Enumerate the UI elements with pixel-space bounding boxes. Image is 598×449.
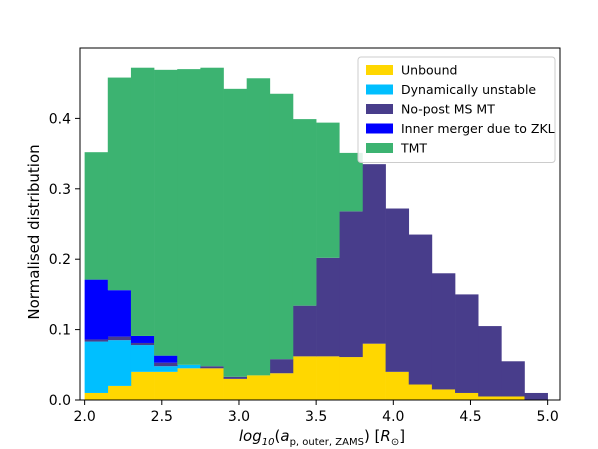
bar-tmt-bin-5: [200, 67, 224, 367]
bar-no-post-ms-mt-bin-3: [154, 362, 178, 367]
bar-unbound-bin-3: [154, 371, 178, 400]
y-tick-label: 0.0: [49, 393, 71, 409]
bar-unbound-bin-15: [431, 389, 456, 400]
y-tick-label: 0.1: [49, 323, 71, 339]
bar-no-post-ms-mt-bin-9: [292, 305, 317, 357]
bar-no-post-ms-mt-bin-11: [339, 211, 363, 358]
y-tick-label: 0.3: [49, 182, 71, 198]
bar-no-post-ms-mt-bin-17: [478, 326, 502, 397]
x-axis-ticks: 2.0 2.5 3.0 3.5 4.0 4.5 5.0: [73, 400, 559, 425]
bar-no-post-ms-mt-bin-13: [385, 208, 410, 372]
bar-unbound-bin-9: [292, 356, 317, 400]
y-tick-label: 0.4: [49, 111, 71, 127]
bar-tmt-bin-4: [177, 69, 201, 365]
bar-no-post-ms-mt-bin-6: [223, 376, 247, 379]
legend-swatch-unbound: [366, 65, 393, 75]
bar-dynamically-unstable-bin-1: [107, 340, 132, 386]
bar-tmt-bin-6: [223, 88, 247, 377]
bar-unbound-bin-0: [84, 392, 109, 400]
bar-unbound-bin-10: [316, 356, 340, 400]
bar-unbound-bin-7: [246, 375, 271, 400]
legend-label-tmt: TMT: [400, 141, 427, 156]
bar-no-post-ms-mt-bin-5: [200, 366, 224, 369]
bar-no-post-ms-mt-bin-16: [455, 294, 479, 393]
bar-dynamically-unstable-bin-4: [177, 364, 201, 369]
bar-unbound-bin-2: [130, 371, 155, 400]
x-axis-label: log10(ap, outer, ZAMS) [R⊙]: [239, 427, 405, 448]
bar-no-post-ms-mt-bin-0: [84, 339, 109, 342]
bar-no-post-ms-mt-bin-12: [362, 164, 386, 344]
bar-unbound-bin-13: [385, 371, 410, 400]
bar-unbound-bin-4: [177, 368, 201, 400]
bar-dynamically-unstable-bin-3: [154, 366, 178, 372]
bar-no-post-ms-mt-bin-15: [431, 273, 456, 390]
bar-no-post-ms-mt-bin-2: [130, 342, 155, 346]
legend-swatch-no-post-ms-mt: [366, 104, 393, 114]
bar-unbound-bin-1: [107, 385, 132, 400]
y-axis-ticks: 0.0 0.1 0.2 0.3 0.4: [49, 111, 80, 409]
bar-unbound-bin-5: [200, 368, 224, 400]
bar-tmt-bin-9: [292, 119, 317, 306]
legend-swatch-dynamically-unstable: [366, 84, 393, 95]
bar-unbound-bin-6: [223, 378, 247, 400]
x-tick-label: 2.5: [151, 409, 173, 425]
bar-tmt-bin-2: [130, 67, 155, 336]
y-tick-label: 0.2: [49, 252, 71, 268]
legend: Unbound Dynamically unstable No-post MS MT…: [357, 56, 556, 163]
bar-tmt-bin-0: [84, 152, 109, 280]
bar-no-post-ms-mt-bin-8: [269, 359, 294, 374]
bar-unbound-bin-17: [478, 396, 502, 400]
legend-label-no-post-ms-mt: No-post MS MT: [401, 102, 495, 117]
bar-dynamically-unstable-bin-2: [130, 345, 155, 372]
legend-label-inner-merger-due-to-zkl: Inner merger due to ZKL: [401, 121, 555, 136]
legend-box: [357, 56, 556, 163]
x-tick-label: 2.0: [73, 409, 95, 425]
legend-swatch-tmt: [366, 143, 393, 153]
bar-inner-merger-due-to-zkl-bin-0: [84, 279, 109, 340]
bar-unbound-bin-14: [408, 384, 433, 400]
bar-tmt-bin-3: [154, 69, 178, 356]
bar-tmt-bin-10: [316, 122, 340, 258]
bar-no-post-ms-mt-bin-14: [408, 234, 433, 385]
bar-unbound-bin-11: [339, 357, 363, 400]
bar-tmt-bin-7: [246, 78, 271, 376]
y-axis-label: Normalised distribution: [25, 144, 43, 319]
plot-frame: [79, 47, 561, 401]
legend-swatch-inner-merger-due-to-zkl: [366, 123, 393, 134]
bar-inner-merger-due-to-zkl-bin-1: [107, 290, 132, 337]
bar-no-post-ms-mt-bin-18: [501, 361, 525, 397]
histogram-bars: [84, 67, 548, 400]
bar-dynamically-unstable-bin-0: [84, 341, 109, 393]
bar-unbound-bin-16: [455, 392, 479, 400]
x-tick-label: 4.5: [459, 409, 481, 425]
bar-no-post-ms-mt-bin-1: [107, 336, 132, 341]
legend-label-unbound: Unbound: [401, 63, 457, 78]
bar-unbound-bin-8: [269, 373, 294, 400]
legend-label-dynamically-unstable: Dynamically unstable: [401, 82, 536, 97]
bar-no-post-ms-mt-bin-19: [524, 392, 548, 400]
x-tick-label: 3.0: [228, 409, 250, 425]
x-tick-label: 4.0: [382, 409, 404, 425]
bar-tmt-bin-1: [107, 77, 132, 291]
bar-unbound-bin-12: [362, 343, 386, 400]
x-tick-label: 3.5: [305, 409, 327, 425]
x-tick-label: 5.0: [537, 409, 559, 425]
bar-tmt-bin-8: [269, 93, 294, 360]
bar-tmt-bin-11: [339, 152, 363, 212]
bar-no-post-ms-mt-bin-10: [316, 257, 340, 357]
bar-inner-merger-due-to-zkl-bin-2: [130, 335, 155, 343]
bar-unbound-bin-18: [501, 396, 525, 400]
bar-inner-merger-due-to-zkl-bin-3: [154, 355, 178, 363]
